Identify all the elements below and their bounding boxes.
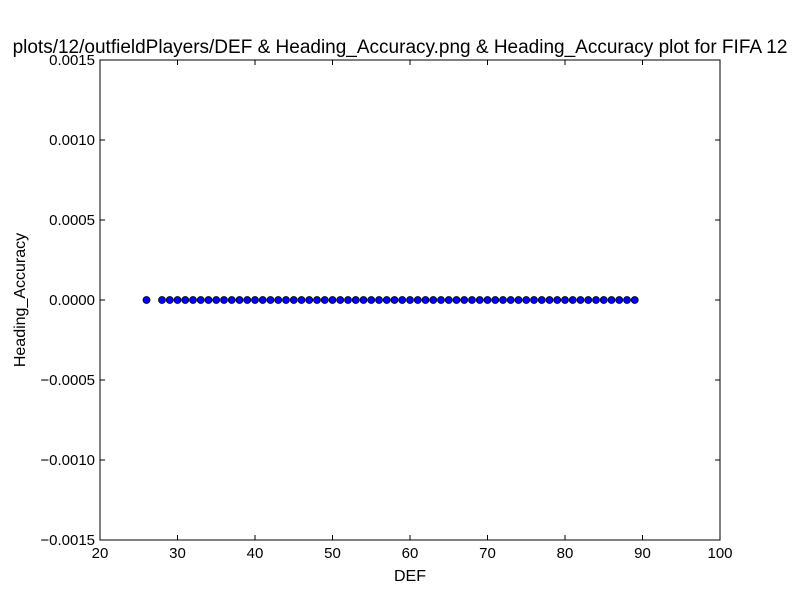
data-point [413, 296, 422, 304]
y-tick-label: −0.0005 [40, 372, 95, 389]
data-point [506, 296, 515, 304]
data-point [212, 296, 221, 304]
data-point [305, 296, 314, 304]
data-point [142, 296, 151, 304]
x-tick-label: 40 [247, 545, 264, 562]
data-point [297, 296, 306, 304]
data-point [398, 296, 407, 304]
data-point [274, 296, 283, 304]
data-point [282, 296, 290, 304]
data-point [251, 296, 259, 304]
y-axis-label: Heading_Accuracy [12, 233, 29, 367]
y-tick-label: −0.0015 [40, 532, 95, 549]
data-point [367, 296, 376, 304]
data-point [390, 296, 399, 304]
data-point [289, 296, 298, 304]
x-axis: 20 30 40 50 60 70 80 90 100 [92, 60, 733, 562]
data-point [444, 296, 453, 304]
data-point [599, 296, 608, 304]
y-axis: 0.0015 0.0010 0.0005 0.0000 −0.0005 −0.0010 −0… [40, 52, 720, 549]
data-point [475, 296, 484, 304]
data-point [561, 296, 569, 304]
chart-title: plots/12/outfieldPlayers/DEF & Heading_A… [13, 37, 788, 58]
data-point [483, 296, 492, 304]
data-point [530, 296, 538, 304]
data-point [421, 296, 430, 304]
data-point [196, 296, 205, 304]
x-tick-label: 80 [557, 545, 574, 562]
data-point [553, 296, 562, 304]
data-point [460, 296, 469, 304]
data-point [266, 296, 275, 304]
x-tick-label: 90 [634, 545, 651, 562]
data-point [576, 296, 585, 304]
data-point [220, 296, 228, 304]
y-tick-label: 0.0005 [49, 212, 95, 229]
data-points [142, 296, 639, 304]
y-tick-label: 0.0015 [49, 52, 95, 69]
data-point [514, 296, 523, 304]
data-point [235, 296, 244, 304]
data-point [375, 296, 383, 304]
x-tick-label: 50 [324, 545, 341, 562]
data-point [258, 296, 267, 304]
data-point [630, 296, 639, 304]
data-point [181, 296, 190, 304]
data-point [491, 296, 500, 304]
data-point [499, 296, 507, 304]
data-point [320, 296, 329, 304]
data-point [592, 296, 600, 304]
data-point [615, 296, 624, 304]
data-point [359, 296, 368, 304]
data-point [165, 296, 174, 304]
data-point [429, 296, 438, 304]
data-point [607, 296, 616, 304]
data-point [406, 296, 414, 304]
data-point [537, 296, 546, 304]
x-tick-label: 30 [169, 545, 186, 562]
data-point [173, 296, 182, 304]
y-tick-label: 0.0000 [49, 292, 95, 309]
y-tick-label: 0.0010 [49, 132, 95, 149]
data-point [545, 296, 554, 304]
data-point [328, 296, 337, 304]
data-point [243, 296, 252, 304]
y-tick-label: −0.0010 [40, 452, 95, 469]
data-point [568, 296, 577, 304]
data-point [468, 296, 476, 304]
data-point [623, 296, 631, 304]
data-point [313, 296, 321, 304]
data-point [158, 296, 166, 304]
data-point [437, 296, 445, 304]
data-point [344, 296, 352, 304]
x-tick-label: 20 [92, 545, 109, 562]
x-tick-label: 100 [707, 545, 732, 562]
x-tick-label: 60 [402, 545, 419, 562]
data-point [584, 296, 593, 304]
data-point [452, 296, 461, 304]
data-point [204, 296, 213, 304]
data-point [227, 296, 236, 304]
x-tick-label: 70 [479, 545, 496, 562]
x-axis-label: DEF [394, 568, 426, 585]
data-point [351, 296, 360, 304]
data-point [382, 296, 391, 304]
data-point [522, 296, 531, 304]
data-point [336, 296, 345, 304]
data-point [189, 296, 197, 304]
